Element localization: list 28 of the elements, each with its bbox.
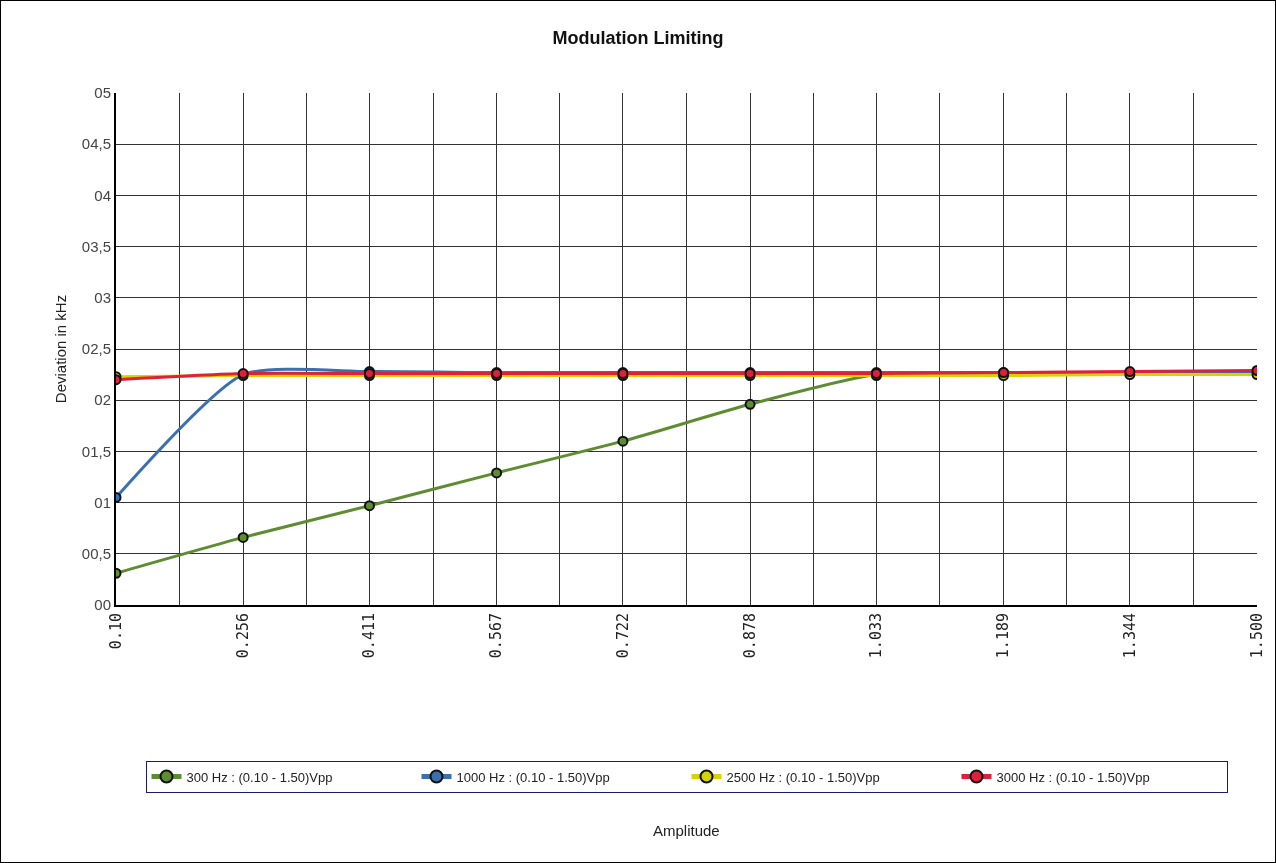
y-tick-label: 03,5: [81, 237, 111, 255]
x-tick-label: 0.722: [613, 613, 632, 659]
x-tick-label: 1.189: [994, 613, 1013, 659]
y-tick-label: 04,5: [81, 135, 111, 153]
y-tick-label: 03: [94, 289, 111, 307]
y-tick-label: 00: [94, 596, 111, 614]
y-tick-label: 02,5: [81, 340, 111, 358]
y-tick-label: 01: [94, 493, 111, 511]
x-tick-label: 0.411: [360, 613, 379, 659]
legend-label: 300 Hz : (0.10 - 1.50)Vpp: [186, 769, 333, 785]
x-tick-label: 0.878: [740, 613, 759, 659]
x-tick-label: 0.10: [106, 613, 125, 650]
x-tick-label: 0.256: [234, 613, 253, 659]
x-tick-label: 0.567: [487, 613, 506, 659]
y-tick-label: 05: [94, 84, 111, 102]
legend-label: 1000 Hz : (0.10 - 1.50)Vpp: [456, 769, 610, 785]
text: Amplitude: [653, 822, 720, 839]
x-tick-label: 1.500: [1247, 613, 1266, 659]
y-tick-label: 00,5: [81, 545, 111, 563]
y-axis-title: Deviation in kHz: [51, 294, 69, 404]
y-tick-label: 02: [94, 391, 111, 409]
legend-label: 2500 Hz : (0.10 - 1.50)Vpp: [726, 769, 880, 785]
y-tick-label: 01,5: [81, 442, 111, 460]
x-tick-label: 1.344: [1120, 613, 1139, 659]
chart-title: Modulation Limiting: [552, 27, 724, 48]
x-tick-label: 1.033: [867, 613, 886, 659]
y-tick-label: 04: [94, 186, 111, 204]
legend-label: 3000 Hz : (0.10 - 1.50)Vpp: [996, 769, 1150, 785]
